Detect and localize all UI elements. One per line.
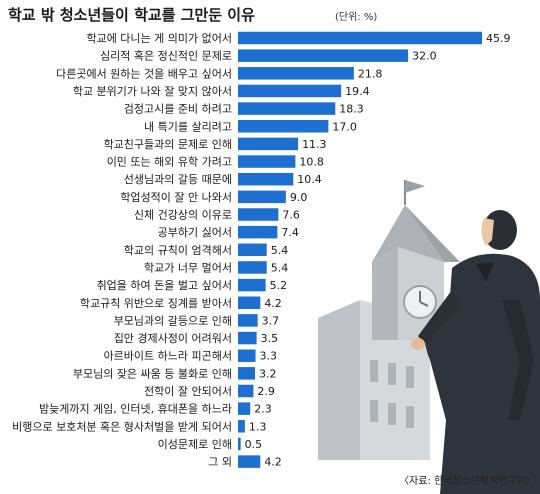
- value-labels: 45.9 32.0 21.8 19.4 18.3 17.0 11.3 10.8 10.4 9.0 7…: [245, 32, 511, 469]
- bar: [238, 278, 266, 292]
- value-label: 19.4: [345, 85, 370, 98]
- chart-unit: (단위: %): [335, 10, 377, 23]
- bar: [238, 172, 294, 186]
- value-label: 18.3: [339, 103, 364, 116]
- value-label: 45.9: [486, 32, 511, 45]
- value-label: 3.7: [262, 314, 280, 327]
- value-label: 17.0: [332, 120, 357, 133]
- bar: [238, 155, 296, 168]
- bar: [238, 367, 256, 380]
- category-label: 밤늦게까지 게임, 인터넷, 휴대폰을 하느라: [39, 402, 232, 416]
- bar: [238, 31, 482, 45]
- bar: [238, 137, 299, 151]
- value-label: 10.4: [297, 173, 322, 186]
- bar: [238, 402, 251, 415]
- bar: [238, 190, 286, 204]
- bar: [238, 208, 279, 221]
- value-label: 4.2: [264, 456, 282, 469]
- category-label: 학교가 너무 멀어서: [144, 261, 232, 274]
- bar: [238, 84, 342, 98]
- category-label: 공부하기 싫어서: [158, 225, 232, 239]
- bar: [238, 261, 267, 274]
- category-label: 이민 또는 해외 유학 가려고: [107, 155, 232, 169]
- category-label: 학교에 다니는 게 의미가 없어서: [86, 32, 232, 45]
- bar: [238, 225, 278, 239]
- category-label: 학교규칙 위반으로 징계를 받아서: [80, 297, 232, 310]
- category-label: 전학이 잘 안되어서: [144, 385, 232, 398]
- value-label: 7.6: [282, 209, 300, 222]
- category-label: 집안 경제사정이 어려워서: [114, 332, 232, 345]
- bars: [238, 31, 482, 468]
- value-label: 2.9: [257, 385, 275, 398]
- category-label: 내 특기를 살리려고: [144, 120, 232, 133]
- source-note: 〈자료: 한국청소년정책연구원〉: [399, 475, 536, 487]
- value-label: 4.2: [264, 297, 282, 310]
- value-label: 10.8: [299, 156, 324, 169]
- category-label: 선생님과의 갈등 때문에: [124, 172, 232, 186]
- bar: [238, 455, 261, 468]
- category-label: 부모님과의 갈등으로 인해: [114, 313, 232, 327]
- value-label: 11.3: [302, 138, 327, 151]
- bar: [238, 314, 258, 327]
- value-label: 21.8: [358, 67, 383, 80]
- bar: [238, 120, 329, 133]
- value-label: 2.3: [254, 403, 271, 416]
- category-label: 아르바이트 하느라 피곤해서: [104, 349, 232, 363]
- category-label: 학교의 규칙이 엄격해서: [124, 243, 232, 257]
- category-label: 학교친구들과의 문제로 인해: [104, 137, 232, 151]
- bar: [238, 243, 267, 257]
- value-label: 3.3: [260, 350, 278, 363]
- value-label: 32.0: [412, 50, 437, 63]
- school-student-illustration: [318, 180, 540, 494]
- value-label: 5.4: [271, 244, 289, 257]
- bar: [238, 349, 256, 362]
- value-label: 3.5: [261, 332, 279, 345]
- category-label: 부모님의 잦은 싸움 등 불화로 인해: [73, 366, 232, 380]
- category-label: 검정고시를 준비 하려고: [124, 102, 232, 116]
- bar: [238, 331, 257, 345]
- category-label: 이성문제로 인해: [158, 437, 232, 451]
- value-label: 5.4: [271, 261, 289, 274]
- value-label: 9.0: [290, 191, 308, 204]
- value-label: 5.2: [270, 279, 288, 292]
- chart-title: 학교 밖 청소년들이 학교를 그만둔 이유: [8, 6, 255, 24]
- value-label: 0.5: [245, 438, 263, 451]
- value-label: 7.4: [281, 226, 299, 239]
- value-label: 1.3: [249, 420, 267, 433]
- category-label: 신체 건강상의 이유로: [134, 209, 232, 222]
- category-label: 그 외: [208, 456, 232, 469]
- category-label: 학업성적이 잘 안 나와서: [120, 191, 232, 204]
- category-label: 취업을 하여 돈을 벌고 싶어서: [97, 278, 232, 292]
- bar: [238, 102, 336, 115]
- bar: [238, 420, 245, 433]
- bar: [238, 384, 254, 398]
- bar: [238, 67, 354, 80]
- bar: [238, 49, 409, 62]
- category-label: 다른곳에서 원하는 것을 배우고 싶어서: [56, 66, 232, 80]
- bar: [238, 296, 261, 309]
- category-label: 학교 분위기가 나와 잘 맞지 않아서: [73, 85, 232, 98]
- category-label: 심리적 혹은 정신적인 문제로: [100, 49, 232, 63]
- value-label: 3.2: [259, 367, 277, 380]
- bar: [238, 437, 241, 451]
- category-label: 비행으로 보호처분 혹은 형사처벌을 받게 되어서: [12, 419, 232, 433]
